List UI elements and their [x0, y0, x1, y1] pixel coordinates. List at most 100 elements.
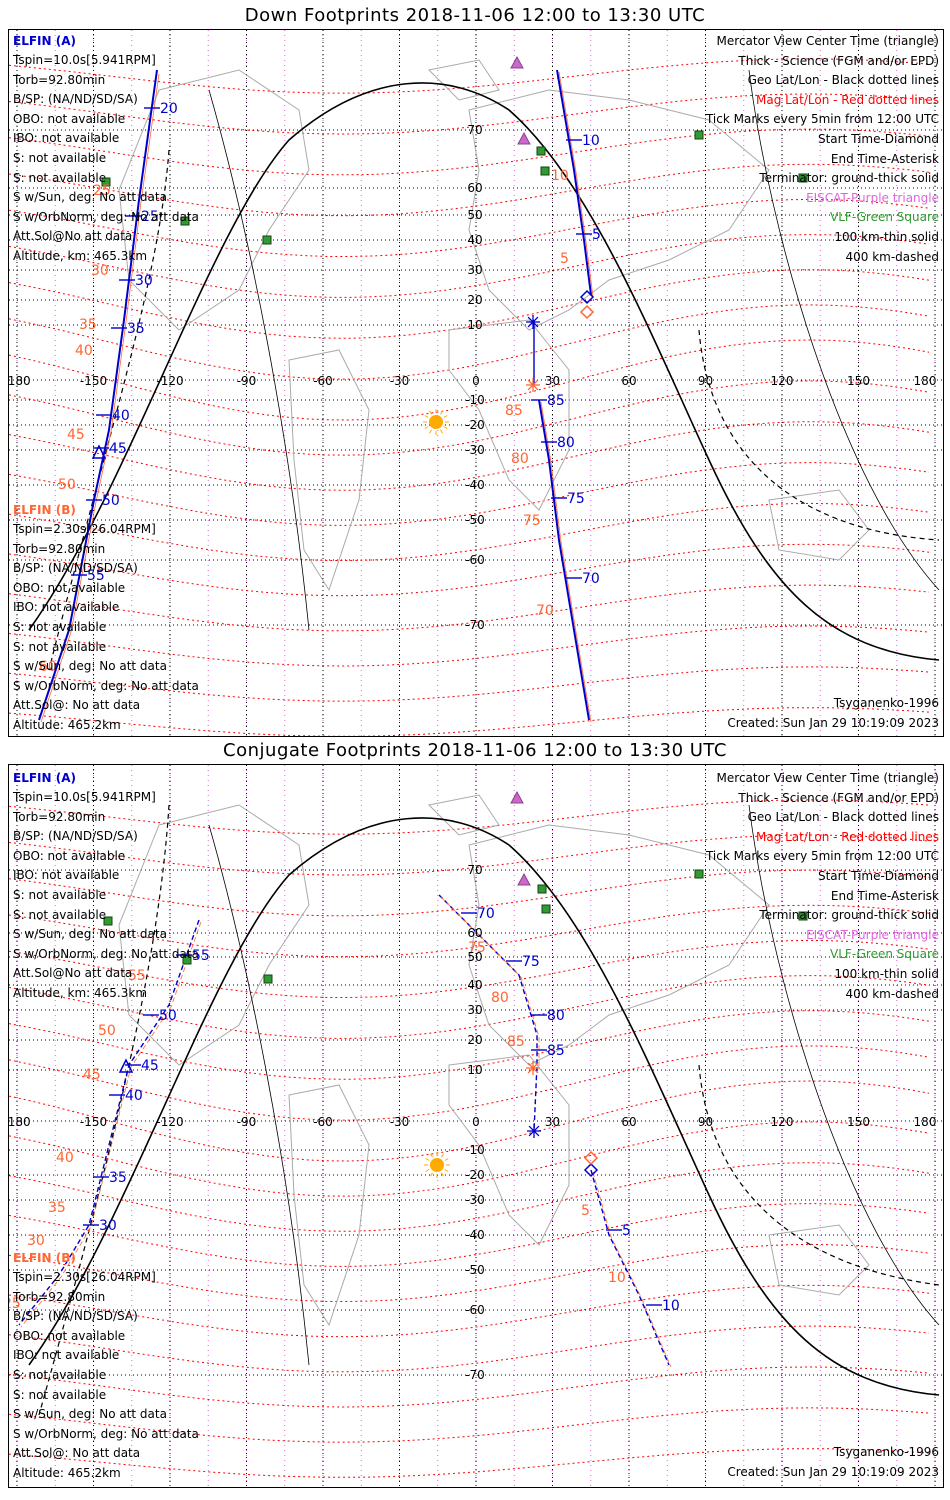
sat-a-line: Tspin=10.0s[5.941RPM] [13, 53, 156, 67]
legend-item: 400 km-dashed [845, 986, 939, 1001]
sat-a-line: S w/Sun, deg: No att data [13, 927, 167, 942]
lon-label: -30 [390, 374, 410, 388]
legend-item: Tick Marks every 5min from 12:00 UTC [705, 849, 939, 864]
terminator-100km [208, 69, 940, 631]
vlf-square [103, 916, 113, 926]
sat-b-line: S w/OrbNorm, deg: No att data [13, 1426, 199, 1441]
tick-label-b: 45 [67, 427, 85, 443]
sat-a-line: S w/Sun, deg: No att data [13, 190, 167, 205]
sat-a-line: Altitude, km: 465.3km [13, 985, 148, 1000]
lat-label: -50 [465, 513, 485, 527]
vlf-square [540, 166, 550, 176]
lat-label: 20 [467, 1033, 482, 1047]
sat-b-line: Att.Sol@: No att data [13, 698, 141, 713]
legend-item: 100 km-thin solid [834, 229, 939, 244]
sat-a-line: B/SP: (NA/ND/SD/SA) [13, 829, 138, 844]
sun-ray [429, 410, 432, 415]
sat-a-info: Tspin=10.0s[5.941RPM] Torb=92.80min B/SP… [13, 788, 199, 1004]
legend-item: Thick - Science (FGM and/or EPD) [738, 53, 939, 68]
sun-ray [440, 429, 443, 434]
lat-label: -60 [465, 1303, 485, 1317]
land-outline [427, 59, 500, 101]
sat-b-line: Tspin=2.30s[26.04RPM] [13, 1270, 156, 1284]
lon-label: 90 [698, 374, 713, 388]
mag-parallel [9, 1284, 930, 1338]
sat-a-line: S: not available [13, 150, 107, 165]
sun-icon [430, 1158, 444, 1172]
vlf-square [182, 955, 192, 965]
tick-label-a: 35 [127, 321, 145, 337]
mag-parallel [9, 58, 930, 94]
tick-label-b: 5 [581, 1203, 590, 1219]
panel-title-down: Down Footprints 2018-11-06 12:00 to 13:3… [244, 5, 706, 26]
tick-label-a: 75 [567, 491, 585, 507]
sun-ray [424, 426, 429, 429]
lat-label: 10 [467, 1063, 482, 1077]
sat-b-line: IBO: not available [13, 600, 120, 615]
legend-item: EISCAT-Purple triangle [806, 190, 939, 205]
lat-label: -40 [465, 1228, 485, 1242]
sat-a-line: OBO: not available [13, 111, 126, 126]
lon-label: 180 [914, 1115, 937, 1129]
mag-parallel [9, 93, 930, 135]
sat-a-line: Altitude, km: 465.3km [13, 248, 148, 263]
tick-label-a: 55 [87, 568, 105, 584]
eiscat-triangle [510, 55, 524, 69]
tick-label-a: 30 [99, 1218, 117, 1234]
eiscat-triangle [517, 872, 531, 886]
sat-b-line: Torb=92.80min [13, 541, 106, 556]
panel-title-conjugate: Conjugate Footprints 2018-11-06 12:00 to… [223, 740, 727, 761]
sat-a-name: ELFIN (A) [13, 771, 76, 785]
lat-label: 40 [467, 978, 482, 992]
lon-label: -90 [237, 374, 257, 388]
lat-label: -70 [465, 618, 485, 632]
sat-b-name: ELFIN (B) [13, 503, 76, 517]
sat-b-line: S w/Sun, deg: No att data [13, 659, 167, 674]
lon-label: -30 [390, 1115, 410, 1129]
mag-parallel [9, 462, 930, 526]
legend-item: 400 km-dashed [845, 249, 939, 264]
tick-label-b: 35 [48, 1200, 66, 1216]
end-asterisk [527, 316, 539, 328]
tick-label-b: 75 [468, 940, 486, 956]
mag-grid [9, 58, 930, 736]
lon-label: -90 [237, 1115, 257, 1129]
tick-label-a: 40 [125, 1088, 143, 1104]
lon-label: -150 [80, 1115, 107, 1129]
track-sat-b [20, 921, 202, 1328]
map-canvas: -180 -150 -120 -90 -60 -30 0 30 60 90 120 150 180 70 6… [9, 30, 943, 736]
sat-b-line: OBO: not available [13, 1328, 126, 1343]
legend-item: End Time-Asterisk [830, 151, 939, 166]
lon-label: -120 [156, 374, 183, 388]
terminator-100km [208, 804, 940, 1366]
track-tick-labels: 2025303540455055105858075702530354045506… [39, 101, 601, 675]
sat-b-name: ELFIN (B) [13, 1251, 76, 1265]
sat-b-line: S: not available [13, 1387, 107, 1402]
sun-ray [425, 1169, 430, 1172]
start-diamond [583, 1162, 599, 1178]
sat-a-line: S w/OrbNorm, deg: No att data [13, 209, 199, 224]
sun-ray [444, 1169, 449, 1172]
end-asterisk [528, 1125, 540, 1137]
tick-label-b: 40 [75, 343, 93, 359]
sat-a-line: IBO: not available [13, 868, 120, 883]
sat-a-line: Att.Sol@No att data [13, 966, 133, 981]
vlf-square [694, 869, 704, 879]
tick-label-b: 30 [27, 1233, 45, 1249]
sat-a-name: ELFIN (A) [13, 34, 76, 48]
tick-label-a: 5 [592, 227, 601, 243]
created-timestamp: Created: Sun Jan 29 10:19:09 2023 [727, 1465, 939, 1479]
tick-label-a: 85 [547, 1043, 565, 1059]
lat-label: -40 [465, 478, 485, 492]
axis-labels: -180 -150 -120 -90 -60 -30 0 30 60 90 120 150 180 70 6… [9, 863, 936, 1382]
mag-parallel [9, 666, 930, 702]
end-asterisk [527, 1062, 539, 1074]
tick-label-b: 10 [551, 168, 569, 184]
sun-ray [425, 1158, 430, 1161]
tick-label-b: 50 [58, 477, 76, 493]
sat-a-line: Torb=92.80min [13, 72, 106, 87]
mag-parallel [9, 1243, 930, 1302]
geo-grid [9, 30, 943, 736]
tick-label-a: 45 [109, 441, 127, 457]
mag-parallel [9, 584, 930, 632]
